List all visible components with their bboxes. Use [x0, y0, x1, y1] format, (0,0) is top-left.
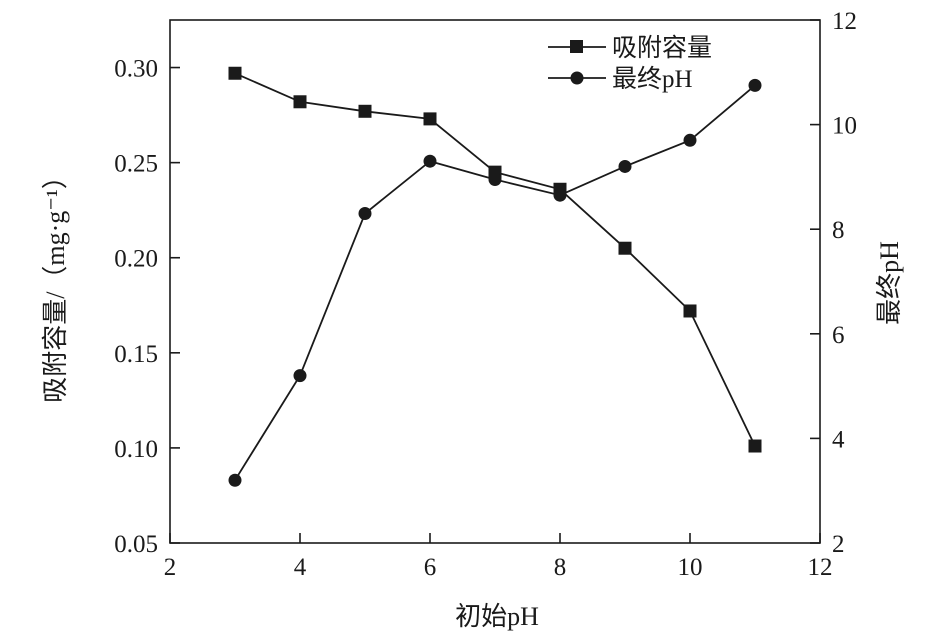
data-point-circle [618, 159, 632, 173]
y-left-tick-label: 0.20 [114, 246, 158, 273]
data-point-square [683, 304, 697, 318]
data-point-circle [748, 78, 762, 92]
data-point-square [358, 104, 372, 118]
plot-axes: 2 4 6 8 10 12 0.05 0.10 0.15 0.20 0.25 0.30 2 4 6 8 10 12 [114, 8, 857, 581]
y-left-tick-label: 0.25 [114, 151, 158, 178]
legend-label-final-ph: 最终pH [612, 65, 693, 93]
data-point-circle [488, 173, 502, 187]
data-point-circle [228, 473, 242, 487]
series-layer [228, 66, 762, 487]
y-left-tick-label: 0.10 [114, 436, 158, 463]
legend-label-adsorption: 吸附容量 [612, 34, 712, 62]
legend: 吸附容量 最终pH [548, 34, 712, 93]
series-line [234, 72, 756, 447]
series-line [234, 84, 756, 481]
data-point-circle [423, 154, 437, 168]
y-left-tick-label: 0.30 [114, 56, 158, 83]
data-point-circle [683, 133, 697, 147]
data-point-circle [293, 369, 307, 383]
x-tick-label: 12 [808, 554, 833, 581]
y-left-tick-label: 0.05 [114, 531, 158, 558]
plot-frame [169, 19, 821, 544]
y-right-tick-label: 2 [832, 531, 845, 558]
x-tick-label: 10 [678, 554, 703, 581]
x-tick-label: 4 [294, 554, 307, 581]
series-2 [228, 78, 762, 487]
y-right-tick-label: 4 [832, 426, 845, 453]
y-right-tick-label: 10 [832, 113, 857, 140]
y-axis-right-title: 最终pH [875, 241, 904, 325]
x-axis-title: 初始pH [455, 602, 539, 631]
data-point-square [748, 439, 762, 453]
x-tick-label: 2 [164, 554, 177, 581]
data-point-square [423, 112, 437, 126]
y-left-tick-label: 0.15 [114, 341, 158, 368]
data-point-square [618, 241, 632, 255]
legend-marker-square [570, 40, 583, 53]
y-axis-left-title: 吸附容量/（mg·g⁻¹） [41, 163, 70, 403]
y-right-tick-label: 6 [832, 322, 845, 349]
x-tick-label: 6 [424, 554, 437, 581]
x-tick-label: 8 [554, 554, 567, 581]
legend-marker-circle [570, 71, 584, 85]
data-point-circle [553, 188, 567, 202]
data-point-square [293, 95, 307, 109]
data-point-circle [358, 207, 372, 221]
series-1 [228, 66, 762, 453]
y-right-tick-label: 8 [832, 217, 845, 244]
y-right-tick-label: 12 [832, 8, 857, 35]
data-point-square [228, 66, 242, 80]
